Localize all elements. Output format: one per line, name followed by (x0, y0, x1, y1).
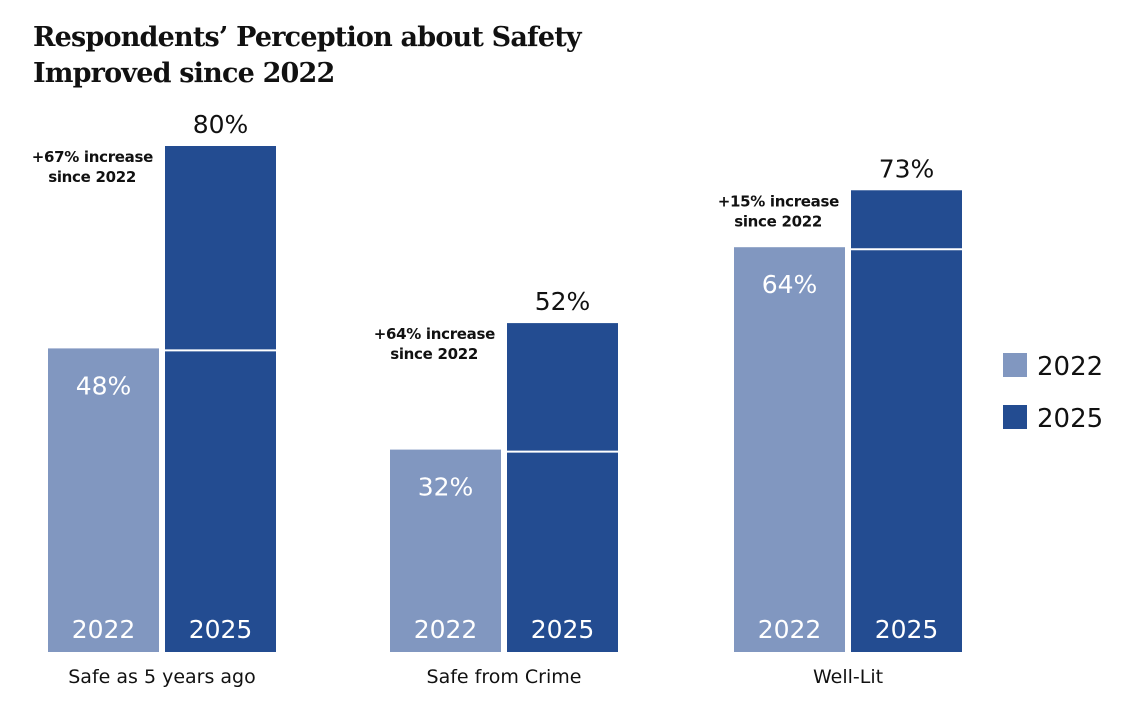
increase-annotation-line-1: +67% increase (32, 148, 153, 166)
increase-annotation-line-2: since 2022 (48, 168, 136, 186)
chart-title: Respondents’ Perception about Safety Imp… (33, 22, 584, 89)
bar-year-label-2025: 2025 (189, 615, 253, 644)
value-label-2022: 64% (762, 270, 818, 299)
increase-annotation-line-2: since 2022 (734, 212, 822, 230)
chart-title-line-1: Respondents’ Perception about Safety (33, 22, 583, 53)
bar-2025 (507, 323, 618, 652)
legend-label-2022: 2022 (1037, 352, 1103, 382)
bar-year-label-2022: 2022 (72, 615, 136, 644)
bar-2022 (48, 348, 159, 652)
value-label-2025: 73% (879, 154, 935, 183)
category-label: Well-Lit (813, 666, 883, 688)
value-label-2025: 80% (193, 110, 249, 139)
bar-year-label-2022: 2022 (758, 615, 822, 644)
bar-year-label-2025: 2025 (875, 615, 939, 644)
legend-swatch-2025 (1003, 405, 1027, 429)
increase-annotation-line-1: +64% increase (374, 325, 495, 343)
category-label: Safe as 5 years ago (68, 666, 256, 688)
legend-swatch-2022 (1003, 353, 1027, 377)
increase-annotation-line-2: since 2022 (390, 345, 478, 363)
bar-2022 (390, 449, 501, 652)
value-label-2022: 32% (418, 473, 474, 502)
bar-2025 (851, 190, 962, 652)
legend-label-2025: 2025 (1037, 404, 1103, 434)
bar-year-label-2025: 2025 (531, 615, 595, 644)
bar-year-label-2022: 2022 (414, 615, 478, 644)
legend: 2022 2025 (1003, 352, 1103, 434)
category-label: Safe from Crime (427, 666, 582, 688)
value-label-2025: 52% (535, 287, 591, 316)
chart-title-line-2: Improved since 2022 (33, 58, 335, 89)
value-label-2022: 48% (76, 371, 132, 400)
increase-annotation-line-1: +15% increase (718, 192, 839, 210)
bars-area: 48% 80% 2022 2025 Safe as 5 years ago +67% in… (32, 110, 962, 688)
bar-2025 (165, 146, 276, 652)
bar-2022 (734, 247, 845, 652)
